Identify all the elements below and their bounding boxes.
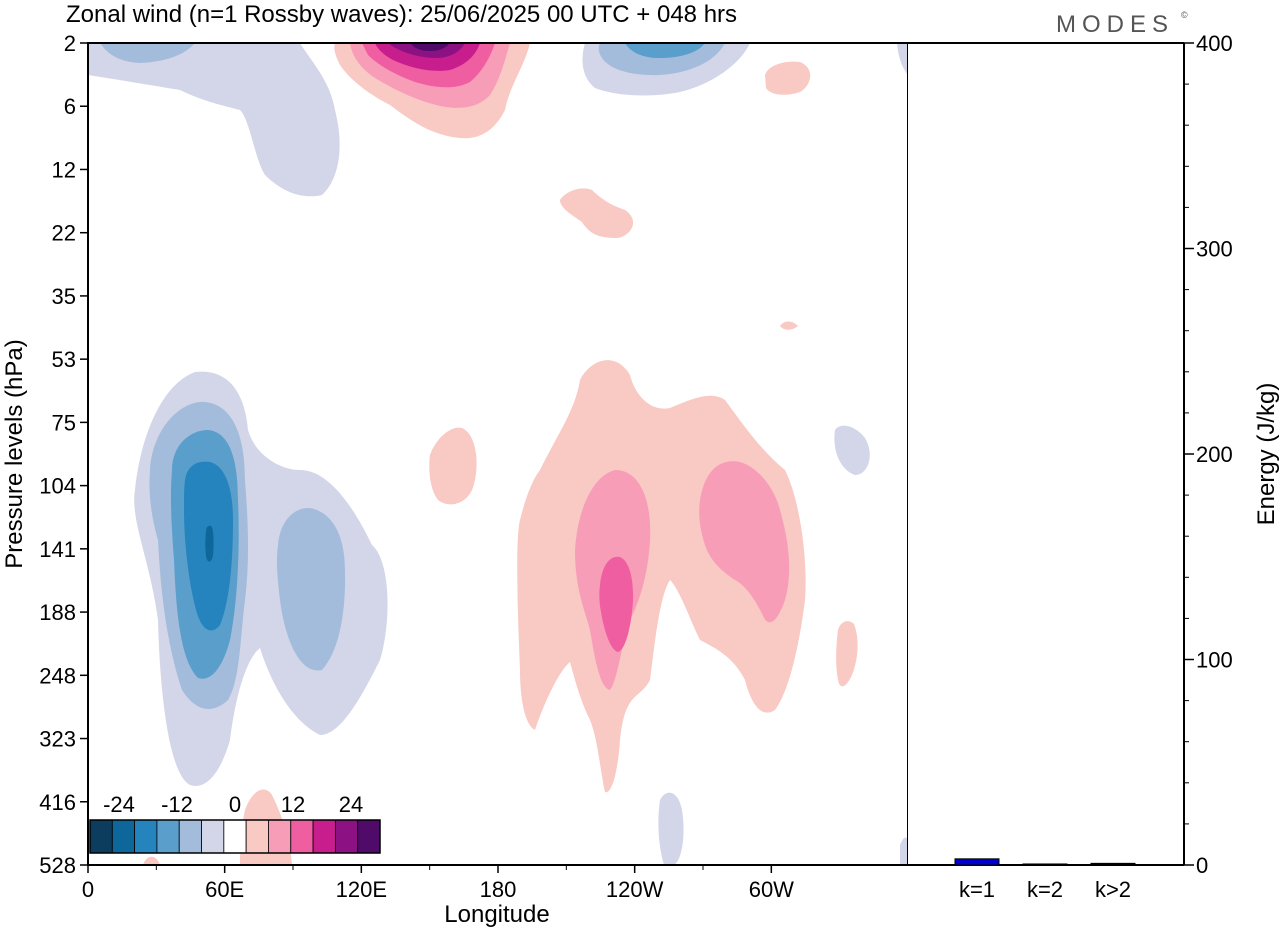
colorbar-label: 12 — [281, 792, 305, 817]
energy-axis: 0 100 200 300 400 — [1184, 31, 1233, 878]
colorbar-label: 0 — [229, 792, 241, 817]
contour-band — [410, 43, 450, 51]
y-tick-label: 141 — [39, 537, 76, 562]
y-tick-label: 2 — [64, 31, 76, 56]
contour-band — [625, 43, 705, 58]
colorbar-swatch — [245, 819, 269, 854]
energy-tick-label: 200 — [1196, 442, 1233, 467]
contour-band — [429, 427, 477, 505]
colorbar-swatch — [268, 819, 292, 854]
contour-band — [560, 188, 634, 238]
negative-anomaly-small-3 — [900, 837, 908, 865]
negative-anomaly-small-2 — [658, 792, 684, 865]
y-tick-label: 323 — [39, 727, 76, 752]
contour-band — [780, 321, 798, 330]
brand-mark: © — [1181, 10, 1188, 20]
x-tick-label: 60W — [749, 877, 794, 902]
colorbar-swatch — [201, 819, 225, 854]
positive-anomaly-120W — [429, 61, 858, 793]
energy-tick-label: 400 — [1196, 31, 1233, 56]
x-tick-label: 120W — [606, 877, 664, 902]
heatmap-panel: 0 60E 120E 180 120W 60W 2 6 12 22 35 53 75 104 141 188… — [1, 31, 909, 928]
y-axis: 2 6 12 22 35 53 75 104 141 188 248 323 416 528 — [39, 31, 88, 878]
x-tick-label: 120E — [336, 877, 387, 902]
contour-band — [276, 507, 346, 671]
y-tick-label: 75 — [52, 410, 76, 435]
energy-axis-label: Energy (J/kg) — [1253, 383, 1280, 526]
contour-band — [699, 461, 790, 623]
colorbar-swatches — [89, 819, 381, 854]
negative-anomaly-small-1 — [834, 425, 870, 475]
colorbar-labels: -24 -12 0 12 24 — [103, 792, 363, 817]
colorbar-label: -12 — [161, 792, 193, 817]
energy-bars: k=1 k=2 k>2 — [954, 858, 1136, 902]
contour-band — [765, 61, 811, 95]
y-tick-label: 248 — [39, 663, 76, 688]
contour-band — [897, 43, 908, 75]
colorbar-swatch — [134, 819, 158, 854]
contour-band — [836, 621, 858, 687]
y-tick-label: 6 — [64, 94, 76, 119]
x-axis: 0 60E 120E 180 120W 60W — [82, 865, 794, 902]
x-tick-label: 180 — [480, 877, 517, 902]
energy-bar — [954, 858, 1000, 866]
energy-panel-background — [908, 43, 1184, 865]
colorbar-swatch — [290, 819, 314, 854]
y-tick-label: 188 — [39, 600, 76, 625]
contour-band — [599, 556, 634, 652]
y-tick-label: 12 — [52, 157, 76, 182]
energy-tick-label: 100 — [1196, 648, 1233, 673]
y-axis-label: Pressure levels (hPa) — [1, 339, 28, 568]
colorbar-swatch — [156, 819, 180, 854]
y-tick-label: 35 — [52, 284, 76, 309]
colorbar-swatch — [334, 819, 359, 854]
negative-anomaly-55E — [134, 371, 388, 786]
colorbar-swatch — [312, 819, 336, 854]
y-tick-label: 53 — [52, 347, 76, 372]
brand-logo: MODES — [1056, 11, 1174, 38]
colorbar-label: 24 — [339, 792, 363, 817]
energy-tick-label: 300 — [1196, 237, 1233, 262]
contour-band — [100, 43, 195, 63]
contour-field — [88, 43, 908, 865]
energy-panel: k=1 k=2 k>2 0 100 200 300 400 Energy (J/kg) — [908, 31, 1280, 902]
contour-band — [205, 525, 214, 562]
x-axis-label: Longitude — [444, 901, 549, 928]
chart-title: Zonal wind (n=1 Rossby waves): 25/06/202… — [66, 1, 737, 28]
y-tick-label: 416 — [39, 790, 76, 815]
y-tick-label: 104 — [39, 474, 76, 499]
colorbar-label: -24 — [103, 792, 135, 817]
energy-bar-label: k>2 — [1095, 877, 1131, 902]
colorbar-swatch — [357, 819, 381, 854]
colorbar-swatch — [178, 819, 202, 854]
energy-bar-label: k=1 — [959, 877, 995, 902]
energy-tick-label: 0 — [1196, 853, 1208, 878]
positive-anomaly-top — [334, 43, 530, 139]
negative-anomaly-top — [88, 43, 908, 197]
colorbar-swatch — [111, 819, 136, 854]
colorbar-swatch — [223, 819, 247, 854]
contour-band — [88, 43, 340, 197]
positive-anomaly-small-2 — [143, 856, 160, 865]
colorbar: -24 -12 0 12 24 — [89, 792, 381, 854]
energy-bar — [1090, 862, 1136, 866]
x-tick-label: 60E — [205, 877, 244, 902]
colorbar-swatch — [89, 819, 113, 854]
colorbar-frame — [89, 819, 381, 854]
x-tick-label: 0 — [82, 877, 94, 902]
y-tick-label: 22 — [52, 221, 76, 246]
energy-bar-label: k=2 — [1027, 877, 1063, 902]
y-tick-label: 528 — [39, 853, 76, 878]
energy-bar — [1022, 863, 1068, 866]
